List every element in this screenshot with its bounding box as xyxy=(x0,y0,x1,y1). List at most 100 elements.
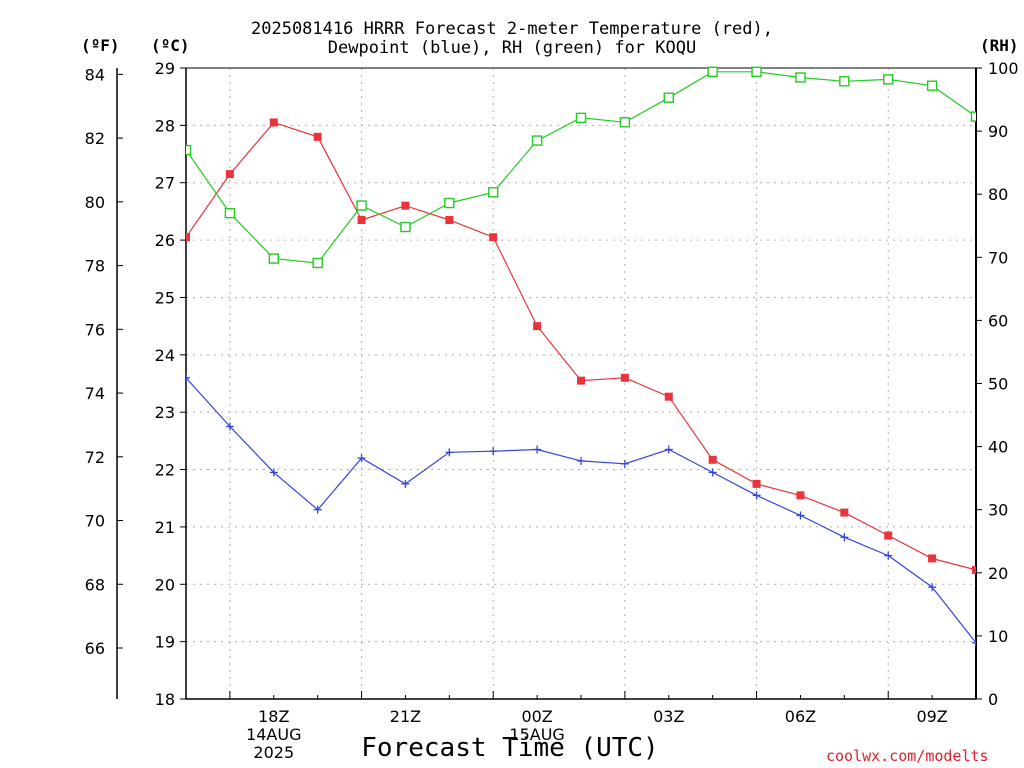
x-tick-date-label: 15AUG xyxy=(509,725,564,744)
dewpoint-point xyxy=(533,445,542,454)
fahrenheit-tick-label: 76 xyxy=(85,320,105,339)
series-rh-group xyxy=(186,66,976,269)
x-tick-label: 03Z xyxy=(653,707,684,726)
celsius-tick-label: 22 xyxy=(155,461,175,480)
rh-tick-label: 100 xyxy=(988,59,1019,78)
rh-point xyxy=(575,112,587,124)
chart-title-line-1: 2025081416 HRRR Forecast 2-meter Tempera… xyxy=(251,19,773,39)
x-tick-date-label: 2025 xyxy=(253,743,294,762)
chart-title-line-2: Dewpoint (blue), RH (green) for KOQU xyxy=(327,38,697,58)
rh-tick-label: 80 xyxy=(988,185,1008,204)
temperature-point xyxy=(533,322,542,331)
temperature-point xyxy=(186,233,190,242)
dewpoint-point xyxy=(401,479,410,488)
rh-point xyxy=(883,74,894,85)
dewpoint-point xyxy=(840,533,849,542)
temperature-point xyxy=(664,392,673,401)
celsius-tick-label: 29 xyxy=(155,59,175,78)
fahrenheit-unit-label: (ºF) xyxy=(81,36,120,55)
temperature-point xyxy=(972,565,976,574)
rh-point xyxy=(926,80,938,91)
fahrenheit-tick-label: 82 xyxy=(85,129,105,148)
rh-point xyxy=(186,144,192,156)
fahrenheit-tick-label: 80 xyxy=(85,193,105,212)
series-line xyxy=(186,71,976,264)
celsius-tick-label: 20 xyxy=(155,575,175,594)
fahrenheit-tick-label: 84 xyxy=(85,65,105,84)
dewpoint-point xyxy=(489,447,498,456)
temperature-point xyxy=(401,201,410,210)
x-axis-title: Forecast Time (UTC) xyxy=(361,733,659,763)
series-dewpoint-group xyxy=(186,373,976,647)
celsius-tick-label: 24 xyxy=(155,346,175,365)
rh-point xyxy=(444,197,455,209)
celsius-tick-label: 27 xyxy=(155,174,175,193)
x-tick-label: 06Z xyxy=(785,707,816,726)
celsius-tick-label: 25 xyxy=(155,288,175,307)
dewpoint-point xyxy=(884,551,893,560)
dewpoint-point xyxy=(972,638,976,647)
rh-unit-label: (RH) xyxy=(980,36,1019,55)
celsius-tick-label: 28 xyxy=(155,116,175,135)
grid-lines xyxy=(186,68,976,699)
rh-point xyxy=(224,207,236,219)
series-line xyxy=(186,121,976,571)
rh-point xyxy=(751,66,762,77)
temperature-point xyxy=(357,216,366,225)
rh-point xyxy=(795,72,806,83)
temperature-point xyxy=(884,531,893,540)
dewpoint-point xyxy=(357,454,366,463)
dewpoint-point xyxy=(664,445,673,454)
rh-point xyxy=(356,200,367,211)
celsius-unit-label: (ºC) xyxy=(151,36,190,55)
rh-tick-label: 0 xyxy=(988,690,998,709)
celsius-tick-label: 23 xyxy=(155,403,175,422)
celsius-tick-label: 26 xyxy=(155,231,175,250)
dewpoint-point xyxy=(186,373,190,382)
rh-tick-label: 50 xyxy=(988,375,1008,394)
rh-tick-label: 20 xyxy=(988,564,1008,583)
dewpoint-point xyxy=(269,468,278,477)
dewpoint-point xyxy=(708,468,717,477)
rh-point xyxy=(619,117,631,128)
x-tick-label: 09Z xyxy=(916,707,947,726)
rh-tick-label: 60 xyxy=(988,311,1008,330)
rh-point xyxy=(839,76,850,87)
temperature-point xyxy=(269,118,278,127)
series-2meter-group xyxy=(186,118,976,574)
rh-tick-label: 90 xyxy=(988,122,1008,141)
temperature-point xyxy=(796,491,805,500)
dewpoint-point xyxy=(620,459,629,468)
temperature-point xyxy=(708,455,717,464)
fahrenheit-tick-label: 66 xyxy=(85,639,105,658)
dewpoint-point xyxy=(313,505,322,514)
temperature-point xyxy=(840,508,849,517)
dewpoint-point xyxy=(928,583,937,592)
series-line xyxy=(186,377,976,644)
x-tick-date-label: 14AUG xyxy=(246,725,301,744)
x-tick-label: 18Z xyxy=(258,707,289,726)
celsius-tick-label: 19 xyxy=(155,633,175,652)
credit-link[interactable]: coolwx.com/modelts xyxy=(826,747,989,765)
dewpoint-point xyxy=(577,456,585,465)
x-tick-label: 00Z xyxy=(521,707,552,726)
rh-point xyxy=(531,135,543,146)
rh-tick-label: 70 xyxy=(988,248,1008,267)
temperature-point xyxy=(928,554,937,563)
temperature-point xyxy=(313,132,322,141)
rh-point xyxy=(312,257,323,269)
rh-point xyxy=(488,187,499,198)
temperature-point xyxy=(620,373,629,382)
temperature-point xyxy=(445,216,454,225)
temperature-point xyxy=(577,376,585,385)
celsius-tick-label: 18 xyxy=(155,690,175,709)
temperature-point xyxy=(225,170,234,179)
fahrenheit-tick-label: 70 xyxy=(85,512,105,531)
rh-point xyxy=(268,253,279,264)
rh-point xyxy=(400,221,411,233)
dewpoint-point xyxy=(445,448,454,457)
fahrenheit-tick-label: 72 xyxy=(85,448,105,467)
dewpoint-point xyxy=(796,511,805,520)
fahrenheit-tick-label: 68 xyxy=(85,575,105,594)
